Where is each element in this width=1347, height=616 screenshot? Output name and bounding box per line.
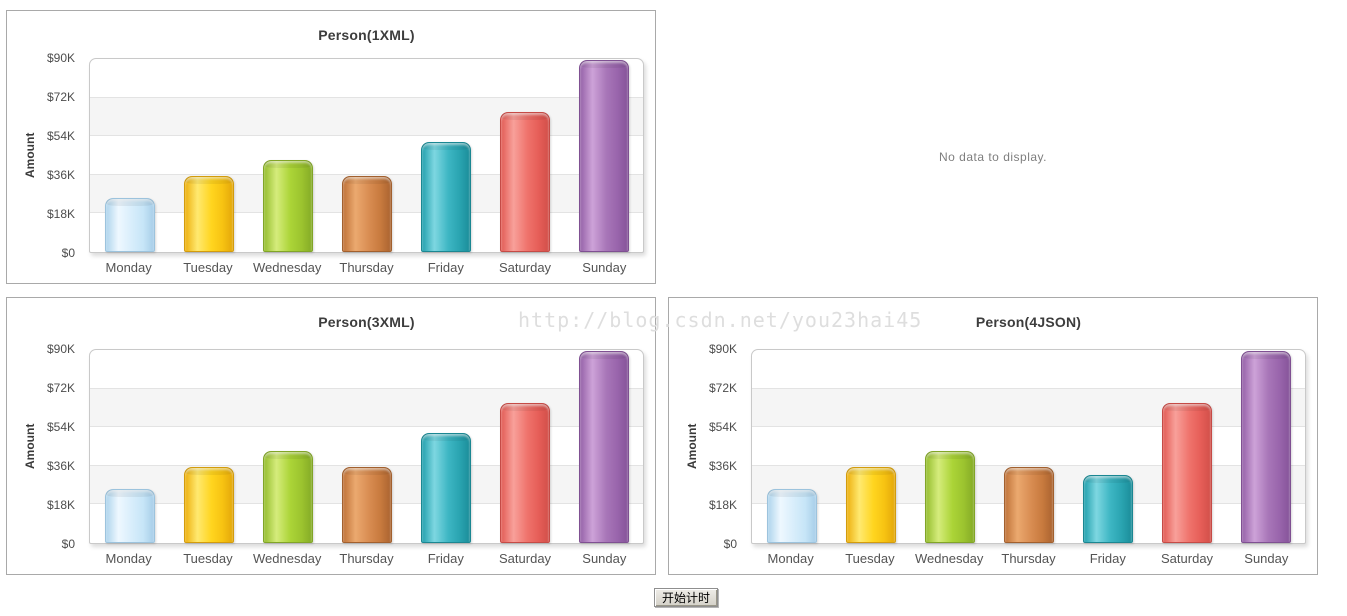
x-label-monday: Monday: [105, 551, 152, 566]
x-label-sunday: Sunday: [1244, 551, 1289, 566]
x-axis-labels: Monday Tuesday Wednesday Thursday Friday…: [89, 260, 644, 275]
bar-friday[interactable]: [1082, 474, 1133, 543]
bar-wednesday[interactable]: [924, 450, 975, 543]
chart-title: Person(4JSON): [975, 314, 1082, 330]
y-tick-label: $18K: [46, 207, 75, 221]
empty-chart-panel: No data to display.: [668, 10, 1318, 284]
x-label-saturday: Saturday: [499, 551, 552, 566]
y-tick-label: $0: [61, 246, 75, 260]
y-tick-label: $36K: [46, 459, 75, 473]
x-label-sunday: Sunday: [582, 551, 627, 566]
x-label-monday: Monday: [767, 551, 814, 566]
y-tick-label: $90K: [708, 342, 737, 356]
x-label-tuesday: Tuesday: [183, 260, 233, 275]
x-label-saturday: Saturday: [499, 260, 552, 275]
bar-friday[interactable]: [420, 142, 471, 252]
bar-sunday[interactable]: [578, 60, 629, 252]
y-tick-label: $0: [61, 537, 75, 551]
y-tick-label: $36K: [46, 168, 75, 182]
x-label-tuesday: Tuesday: [183, 551, 233, 566]
y-tick-label: $18K: [46, 498, 75, 512]
bar-thursday[interactable]: [341, 467, 392, 543]
bar-tuesday[interactable]: [183, 466, 234, 543]
y-axis-ticks: $90K $72K $54K $36K $18K $0: [669, 342, 743, 551]
x-label-monday: Monday: [105, 260, 152, 275]
y-axis-ticks: $90K $72K $54K $36K $18K $0: [7, 51, 81, 260]
x-label-thursday: Thursday: [339, 551, 394, 566]
chart-title: Person(1XML): [318, 27, 415, 43]
chart-panel-4json: Person(4JSON) Amount $90K $72K $54K $36K…: [668, 297, 1318, 575]
bar-friday[interactable]: [420, 433, 471, 543]
y-tick-label: $18K: [708, 498, 737, 512]
bar-saturday[interactable]: [499, 111, 550, 252]
y-tick-label: $54K: [46, 129, 75, 143]
y-tick-label: $0: [723, 537, 737, 551]
bar-monday[interactable]: [104, 489, 155, 543]
plot-area: [89, 349, 644, 544]
bars: [90, 350, 643, 543]
y-tick-label: $90K: [46, 342, 75, 356]
x-label-wednesday: Wednesday: [914, 551, 984, 566]
x-label-wednesday: Wednesday: [252, 260, 322, 275]
chart-title: Person(3XML): [318, 314, 415, 330]
bar-sunday[interactable]: [1240, 351, 1291, 543]
bar-sunday[interactable]: [578, 351, 629, 543]
bar-wednesday[interactable]: [262, 159, 313, 252]
chart-panel-1xml: Person(1XML) Amount $90K $72K $54K $36K …: [6, 10, 656, 284]
plot-area: [89, 58, 644, 253]
y-axis-ticks: $90K $72K $54K $36K $18K $0: [7, 342, 81, 551]
plot-area: [751, 349, 1306, 544]
bar-tuesday[interactable]: [183, 175, 234, 252]
bars: [90, 59, 643, 252]
bar-monday[interactable]: [766, 489, 817, 543]
x-label-wednesday: Wednesday: [252, 551, 322, 566]
bar-thursday[interactable]: [1003, 467, 1054, 543]
bar-wednesday[interactable]: [262, 450, 313, 543]
no-data-message: No data to display.: [938, 150, 1047, 164]
y-tick-label: $72K: [708, 381, 737, 395]
x-label-thursday: Thursday: [339, 260, 394, 275]
x-label-friday: Friday: [427, 551, 464, 566]
y-tick-label: $36K: [708, 459, 737, 473]
y-tick-label: $90K: [46, 51, 75, 65]
x-axis-labels: Monday Tuesday Wednesday Thursday Friday…: [89, 551, 644, 566]
x-label-friday: Friday: [427, 260, 464, 275]
chart-panel-3xml: Person(3XML) Amount $90K $72K $54K $36K …: [6, 297, 656, 575]
x-label-sunday: Sunday: [582, 260, 627, 275]
y-tick-label: $72K: [46, 90, 75, 104]
y-tick-label: $72K: [46, 381, 75, 395]
bar-saturday[interactable]: [1161, 402, 1212, 543]
y-tick-label: $54K: [46, 420, 75, 434]
bar-thursday[interactable]: [341, 176, 392, 252]
bar-tuesday[interactable]: [845, 466, 896, 543]
x-label-thursday: Thursday: [1001, 551, 1056, 566]
bars: [752, 350, 1305, 543]
x-axis-labels: Monday Tuesday Wednesday Thursday Friday…: [751, 551, 1306, 566]
y-tick-label: $54K: [708, 420, 737, 434]
start-timer-button[interactable]: 开始计时: [654, 588, 718, 607]
x-label-saturday: Saturday: [1161, 551, 1214, 566]
x-label-friday: Friday: [1089, 551, 1126, 566]
x-label-tuesday: Tuesday: [845, 551, 895, 566]
bar-saturday[interactable]: [499, 402, 550, 543]
bar-monday[interactable]: [104, 198, 155, 252]
